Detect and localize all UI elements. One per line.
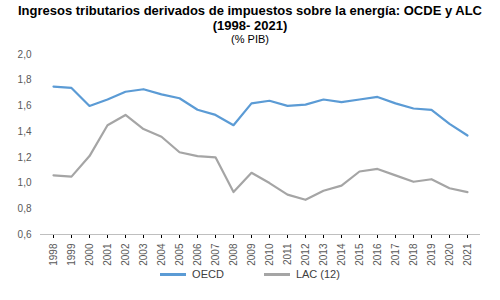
svg-text:2011: 2011 <box>282 243 293 265</box>
svg-text:2005: 2005 <box>174 243 185 266</box>
svg-text:2012: 2012 <box>300 243 311 266</box>
svg-text:0,6: 0,6 <box>18 229 32 240</box>
svg-text:2001: 2001 <box>102 243 113 266</box>
svg-text:2000: 2000 <box>84 243 95 266</box>
svg-text:2013: 2013 <box>318 243 329 266</box>
svg-text:2,0: 2,0 <box>18 49 32 60</box>
svg-text:2007: 2007 <box>210 243 221 266</box>
svg-text:2015: 2015 <box>354 243 365 266</box>
svg-text:2019: 2019 <box>426 243 437 266</box>
svg-text:1,6: 1,6 <box>18 100 32 111</box>
svg-text:2010: 2010 <box>264 243 275 266</box>
html-text:Ingresos tributarios derivados: Ingresos tributarios derivados de impues… <box>18 3 482 33</box>
svg-text:2006: 2006 <box>192 243 203 266</box>
svg-text:2018: 2018 <box>408 243 419 266</box>
svg-text:1,0: 1,0 <box>18 177 32 188</box>
html-text:OECD: OECD <box>192 268 224 280</box>
html-text:(% PIB): (% PIB) <box>231 33 269 45</box>
svg-text:1998: 1998 <box>48 243 59 266</box>
svg-text:2016: 2016 <box>372 243 383 266</box>
svg-text:2009: 2009 <box>246 243 257 266</box>
svg-text:1999: 1999 <box>66 243 77 266</box>
svg-text:2002: 2002 <box>120 243 131 266</box>
svg-text:1,8: 1,8 <box>18 74 32 85</box>
svg-text:2008: 2008 <box>228 243 239 266</box>
svg-text:2017: 2017 <box>390 243 401 266</box>
svg-text:1,2: 1,2 <box>18 152 32 163</box>
svg-text:2003: 2003 <box>138 243 149 266</box>
svg-text:1,4: 1,4 <box>18 126 32 137</box>
svg-text:2014: 2014 <box>336 243 347 266</box>
html-text:LAC (12): LAC (12) <box>295 268 340 280</box>
svg-text:2020: 2020 <box>444 243 455 266</box>
svg-text:2021: 2021 <box>462 243 473 266</box>
svg-text:0,8: 0,8 <box>18 203 32 214</box>
svg-text:2004: 2004 <box>156 243 167 266</box>
